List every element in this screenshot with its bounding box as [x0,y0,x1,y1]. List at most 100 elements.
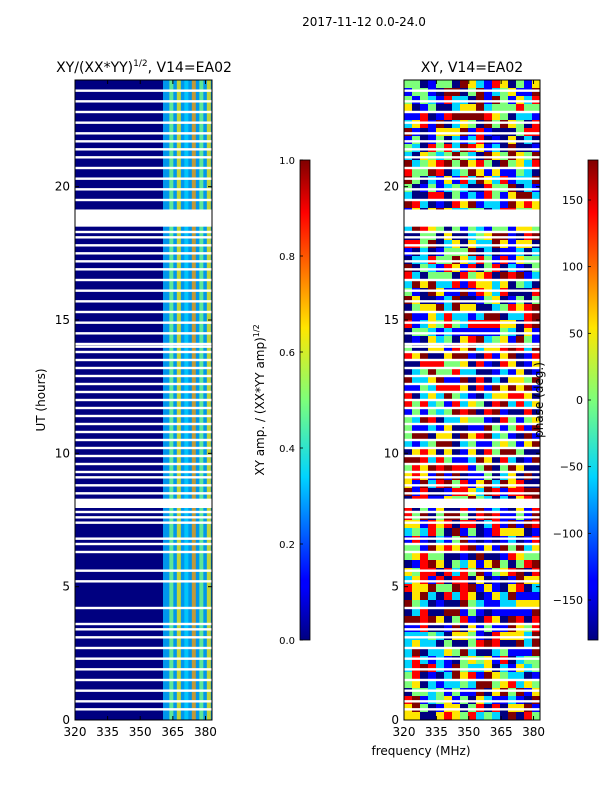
phase-cell [468,104,477,113]
phase-cell [492,464,501,473]
phase-cell [508,280,517,289]
phase-cell [404,648,413,657]
phase-cell [428,504,437,513]
phase-cell [436,312,445,321]
phase-cell [460,272,469,281]
phase-cell [516,440,525,449]
phase-cell [404,440,413,449]
phase-cell [460,424,469,433]
phase-cell [428,360,437,369]
phase-cell [452,176,461,185]
phase-cell [508,712,517,721]
phase-cell [524,656,533,665]
phase-cell [508,464,517,473]
phase-cell [428,568,437,577]
phase-cell [500,536,509,545]
phase-cell [508,304,517,313]
phase-cell [404,176,413,185]
phase-cell [460,448,469,457]
phase-cell [492,592,501,601]
phase-cell [476,712,485,721]
phase-cell [404,504,413,513]
phase-cell [516,656,525,665]
phase-cell [532,344,541,353]
phase-cell [492,680,501,689]
phase-cell [444,608,453,617]
phase-cell [524,360,533,369]
phase-cell [436,544,445,553]
amplitude-flagged-row [75,550,212,554]
phase-cell [500,560,509,569]
phase-cell [412,648,421,657]
amplitude-colorbar-tick-label: 0.8 [279,252,295,263]
phase-cell [444,536,453,545]
phase-cell [452,408,461,417]
amplitude-flagged-row [75,198,212,202]
phase-cell [420,120,429,129]
phase-cell [524,600,533,609]
amplitude-flagged-row [75,438,212,442]
phase-cell [460,416,469,425]
phase-cell [452,536,461,545]
amplitude-flagged-row [75,580,212,583]
phase-cell [428,712,437,721]
phase-cell [420,648,429,657]
phase-cell [532,176,541,185]
phase-cell [436,584,445,593]
phase-cell [404,392,413,401]
phase-cell [524,288,533,297]
phase-cell [508,456,517,465]
phase-cell [404,464,413,473]
phase-cell [444,528,453,537]
phase-cell [468,392,477,401]
phase-cell [492,528,501,537]
phase-cell [444,176,453,185]
phase-cell [420,616,429,625]
phase-cell [524,432,533,441]
phase-cell [476,416,485,425]
phase-cell [428,600,437,609]
phase-cell [516,600,525,609]
phase-cell [492,504,501,513]
phase-cell [476,528,485,537]
phase-flagged-row [404,657,540,660]
phase-cell [404,536,413,545]
phase-cell [404,456,413,465]
phase-flagged-row [404,289,540,292]
phase-cell [460,520,469,529]
phase-flagged-row [404,628,540,631]
phase-cell [412,712,421,721]
amplitude-flagged-row [75,289,212,292]
phase-cell [428,312,437,321]
phase-cell [516,272,525,281]
phase-cell [468,464,477,473]
phase-cell [484,408,493,417]
phase-cell [444,392,453,401]
phase-cell [476,432,485,441]
phase-cell [516,88,525,97]
phase-cell [492,272,501,281]
phase-cell [452,584,461,593]
phase-flagged-row [404,678,540,682]
phase-cell [476,544,485,553]
phase-cell [452,680,461,689]
phase-cell [508,176,517,185]
phase-cell [404,432,413,441]
phase-flagged-row [404,446,540,450]
phase-cell [420,376,429,385]
phase-cell [476,168,485,177]
amplitude-y-axis-label: UT (hours) [34,368,48,431]
phase-cell [460,712,469,721]
phase-cell [532,504,541,513]
phase-cell [508,424,517,433]
phase-cell [508,120,517,129]
phase-cell [436,304,445,313]
phase-cell [404,608,413,617]
phase-cell [452,640,461,649]
phase-cell [468,672,477,681]
amplitude-flagged-row [75,342,212,346]
phase-y-tick-label: 0 [391,713,399,727]
phase-cell [436,168,445,177]
phase-cell [444,600,453,609]
phase-cell [532,392,541,401]
